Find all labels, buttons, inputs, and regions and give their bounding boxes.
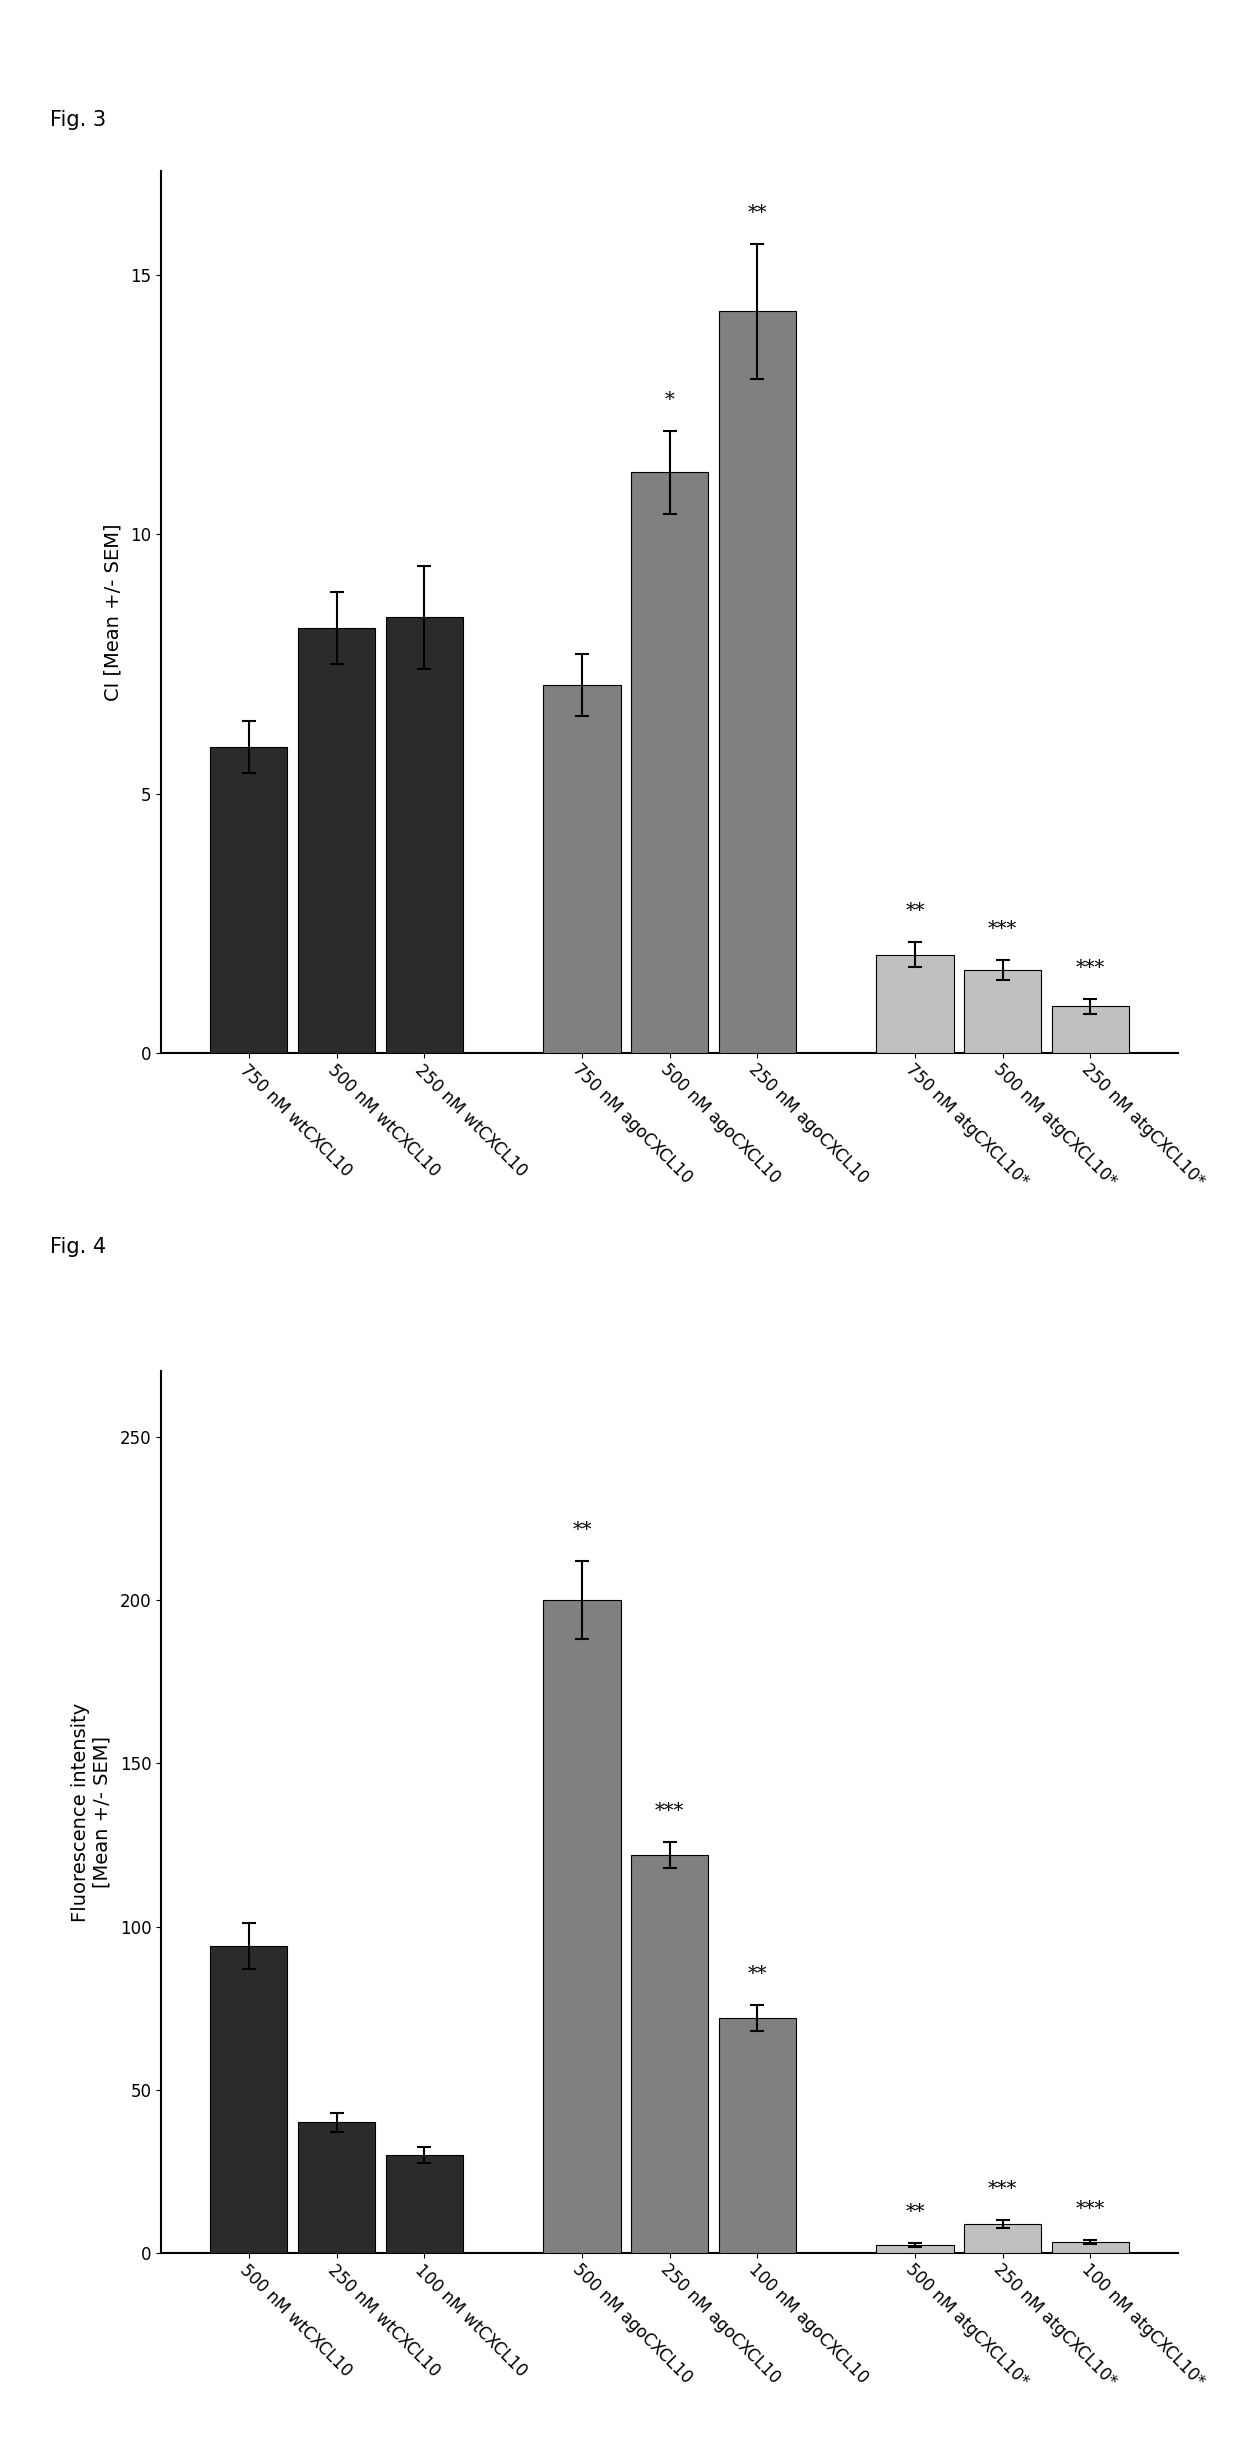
Bar [719,2018,796,2253]
Text: **: ** [572,1521,591,1538]
Text: Fig. 3: Fig. 3 [50,110,105,130]
Bar [386,2155,463,2253]
Text: ***: *** [988,921,1017,938]
Text: ***: *** [1076,958,1105,977]
Bar [1052,1007,1128,1053]
Bar [877,955,954,1053]
Bar [211,747,288,1053]
Bar [543,686,620,1053]
Text: **: ** [905,901,925,918]
Bar [719,311,796,1053]
Text: ***: *** [655,1802,684,1820]
Bar [631,1854,708,2253]
Text: *: * [665,392,675,409]
Y-axis label: Fluorescence intensity
[Mean +/- SEM]: Fluorescence intensity [Mean +/- SEM] [71,1702,112,1922]
Text: ***: *** [1076,2199,1105,2219]
Bar [543,1599,620,2253]
Text: ***: *** [988,2180,1017,2197]
Bar [386,617,463,1053]
Text: **: ** [905,2204,925,2221]
Bar [877,2246,954,2253]
Bar [298,627,374,1053]
Text: Fig. 4: Fig. 4 [50,1237,105,1256]
Bar [298,2123,374,2253]
Y-axis label: CI [Mean +/- SEM]: CI [Mean +/- SEM] [103,524,122,700]
Bar [211,1947,288,2253]
Bar [1052,2241,1128,2253]
Bar [965,970,1042,1053]
Text: **: ** [748,203,768,223]
Text: **: ** [748,1964,768,1984]
Bar [965,2224,1042,2253]
Bar [631,473,708,1053]
